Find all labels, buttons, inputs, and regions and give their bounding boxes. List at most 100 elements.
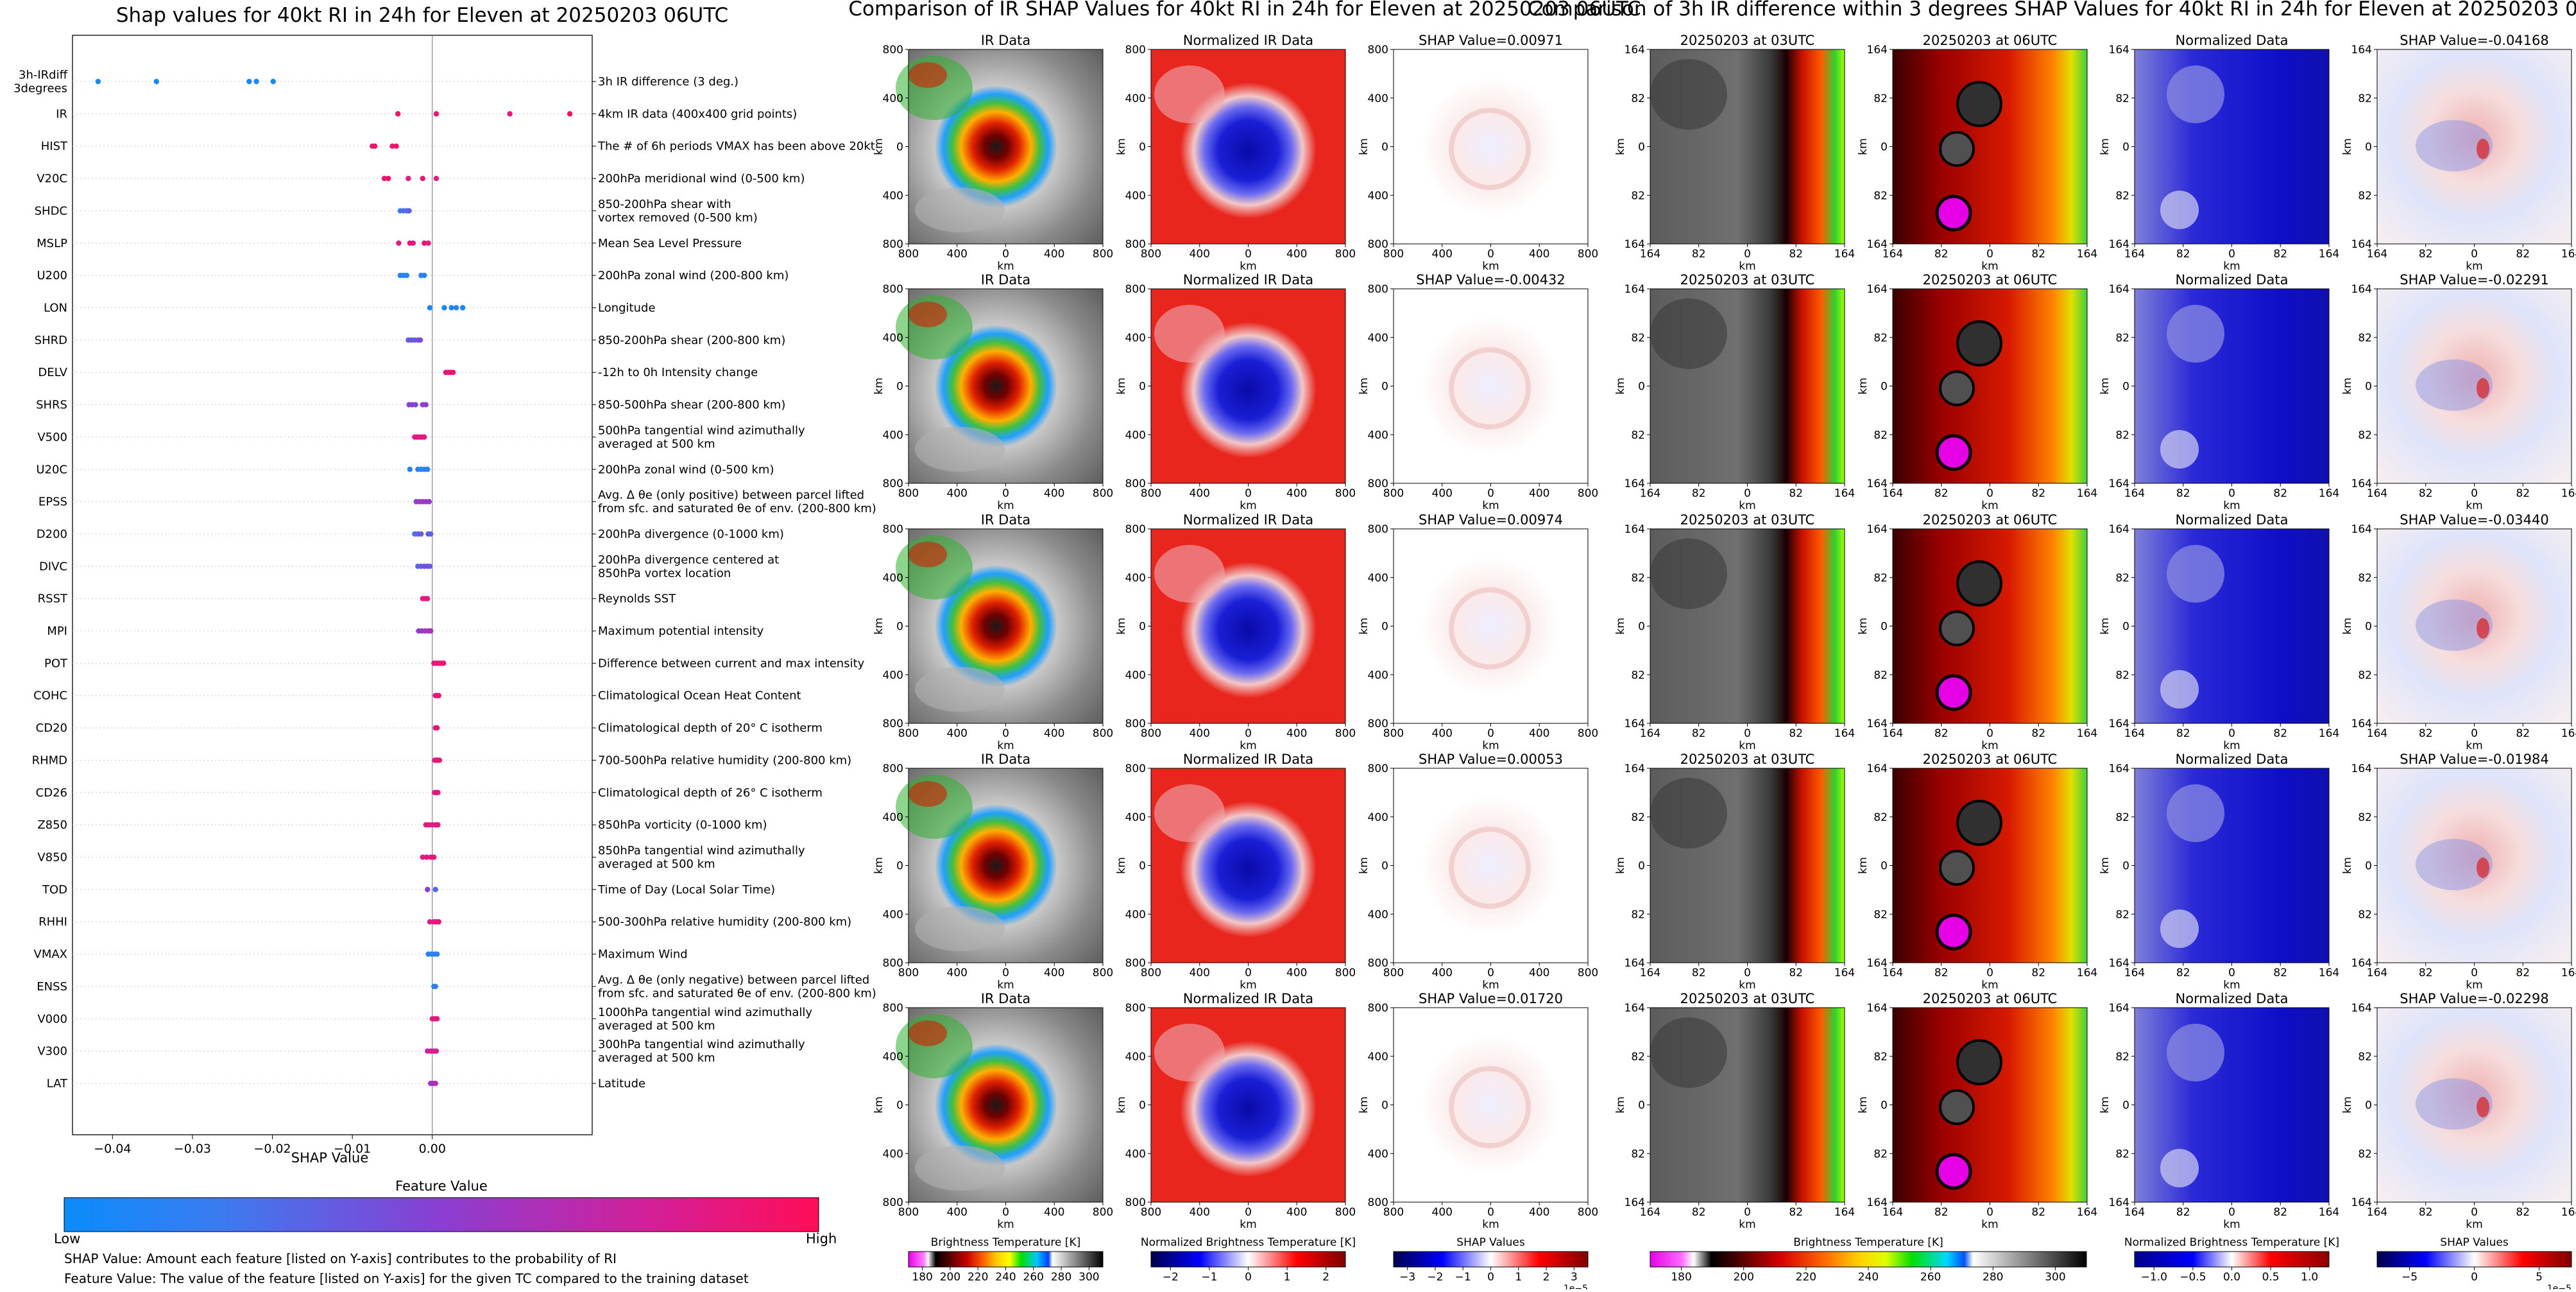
shap-point (425, 467, 431, 472)
feature-name-label: V850 (37, 851, 67, 865)
shap-point (417, 337, 423, 343)
y-axis-unit-label: km (2099, 377, 2111, 394)
y-tick-label: 164 (2109, 478, 2129, 490)
colorbar-label: SHAP Values (2440, 1236, 2509, 1249)
shap-point (422, 434, 427, 440)
x-tick-label: 164 (2124, 727, 2145, 740)
x-tick-label: 164 (2077, 248, 2097, 261)
feature-name-label: POT (44, 657, 68, 670)
ir-06utc-image (1893, 768, 2087, 963)
feature-description-label: Maximum potential intensity (598, 624, 764, 638)
x-tick-label: 400 (1529, 248, 1549, 261)
y-tick-label: 164 (2351, 478, 2372, 490)
cloud-cell (1939, 850, 1975, 886)
y-tick-label: 800 (1368, 1196, 1388, 1209)
y-axis-unit-label: km (2099, 857, 2111, 874)
y-tick-label: 82 (1631, 908, 1645, 921)
feature-name-label: Z850 (37, 818, 67, 832)
y-tick-label: 0 (1139, 141, 1146, 154)
y-tick-label: 164 (1867, 238, 1888, 251)
shap-point (422, 272, 427, 279)
x-tick-label: 82 (2516, 1206, 2530, 1219)
y-tick-label: 164 (2109, 718, 2129, 730)
y-tick-label: 164 (2351, 238, 2372, 251)
feature-name-label: TOD (42, 883, 67, 897)
colorbar-tick-label: 5 (2536, 1271, 2543, 1284)
x-tick-label: 800 (1141, 967, 1161, 979)
panel-title: Normalized IR Data (1183, 272, 1313, 288)
feature-description-label: 500-300hPa relative humidity (200-800 km… (598, 915, 851, 929)
feature-row: V20C 200hPa meridional wind (0-500 km) (37, 172, 805, 185)
y-tick-label: 82 (2115, 1148, 2129, 1160)
panel-title: Normalized IR Data (1183, 752, 1313, 767)
x-tick-label: 0 (1986, 248, 1993, 261)
y-tick-label: 800 (1368, 762, 1388, 775)
panel-title: 20250203 at 06UTC (1923, 991, 2058, 1006)
x-axis-unit-label: km (1240, 739, 1256, 752)
cold-core-cell (1935, 1153, 1972, 1190)
feature-description-label: averaged at 500 km (598, 857, 715, 871)
image-panel: Normalized IR Data8008004004000040040080… (1115, 752, 1356, 992)
shap-point (253, 78, 259, 85)
shap-ring (1449, 1066, 1531, 1148)
x-tick-label: 400 (1044, 1206, 1064, 1219)
image-panel: SHAP Value=0.009748008004004000040040080… (1358, 512, 1598, 752)
x-tick-label: 800 (1383, 727, 1404, 740)
y-tick-label: 800 (1368, 957, 1388, 970)
feature-name-label: V300 (37, 1045, 67, 1058)
feature-name-label: V20C (37, 172, 67, 185)
y-tick-label: 800 (1125, 957, 1146, 970)
y-tick-label: 164 (2351, 44, 2372, 56)
y-tick-label: 0 (2365, 621, 2372, 633)
colorbar-tick-label: −3 (1399, 1271, 1415, 1284)
x-tick-label: 800 (898, 1206, 919, 1219)
y-tick-label: 82 (2358, 92, 2372, 105)
y-tick-label: 82 (2115, 429, 2129, 442)
x-tick-label: 82 (2031, 1206, 2045, 1219)
x-tick-label: 0 (2471, 487, 2478, 500)
feature-name-label: 3h-IRdiff (19, 69, 68, 82)
x-tick-label: 164 (2124, 487, 2145, 500)
shap-point (381, 175, 388, 182)
x-axis-unit-label: km (1739, 739, 1755, 752)
feature-name-label: HIST (41, 140, 68, 153)
shap-blob (2416, 120, 2493, 171)
feature-row: V000 1000hPa tangential wind azimuthallya… (37, 1006, 812, 1033)
feature-name-label: 3degrees (13, 82, 67, 96)
x-tick-label: 164 (2561, 1206, 2576, 1219)
ir-shap-image (1394, 289, 1588, 483)
y-tick-label: 400 (1125, 572, 1146, 585)
y-tick-label: 800 (883, 1196, 903, 1209)
y-tick-label: 400 (1125, 429, 1146, 442)
x-tick-label: 164 (2077, 487, 2097, 500)
y-tick-label: 82 (2358, 1051, 2372, 1064)
x-tick-label: −0.02 (253, 1142, 291, 1156)
y-tick-label: 82 (1631, 811, 1645, 824)
y-tick-label: 0 (1881, 381, 1888, 393)
x-tick-label: 0 (2228, 967, 2235, 979)
colorbar-strip (1650, 1251, 2087, 1268)
cloud-cell (2160, 909, 2199, 948)
y-tick-label: 0 (1381, 381, 1388, 393)
x-tick-label: 800 (898, 248, 919, 261)
feature-name-label: RSST (38, 592, 68, 606)
cold-core-cell (1935, 674, 1972, 711)
feature-description-label: 200hPa divergence (0-1000 km) (598, 528, 784, 541)
x-tick-label: 800 (1578, 248, 1598, 261)
x-tick-label: 400 (1190, 1206, 1210, 1219)
x-tick-label: 82 (2176, 727, 2190, 740)
colorbar-tick-label: −2 (1427, 1271, 1443, 1284)
x-tick-label: 164 (1882, 967, 1903, 979)
y-axis-unit-label: km (1115, 138, 1128, 155)
y-tick-label: 400 (883, 572, 903, 585)
shap-point (432, 983, 438, 990)
feature-row: U20C 200hPa zonal wind (0-500 km) (36, 463, 774, 476)
y-axis-unit-label: km (1358, 1096, 1370, 1113)
shap-value-title: SHAP Value=-0.01984 (2400, 752, 2549, 767)
x-axis-unit-label: km (2223, 260, 2240, 273)
x-axis-unit-label: km (997, 979, 1014, 992)
x-tick-label: 164 (1640, 727, 1660, 740)
x-tick-label: 164 (2319, 248, 2339, 261)
shap-point (435, 822, 441, 828)
feature-description-label: from sfc. and saturated θe of env. (200-… (598, 986, 876, 1000)
